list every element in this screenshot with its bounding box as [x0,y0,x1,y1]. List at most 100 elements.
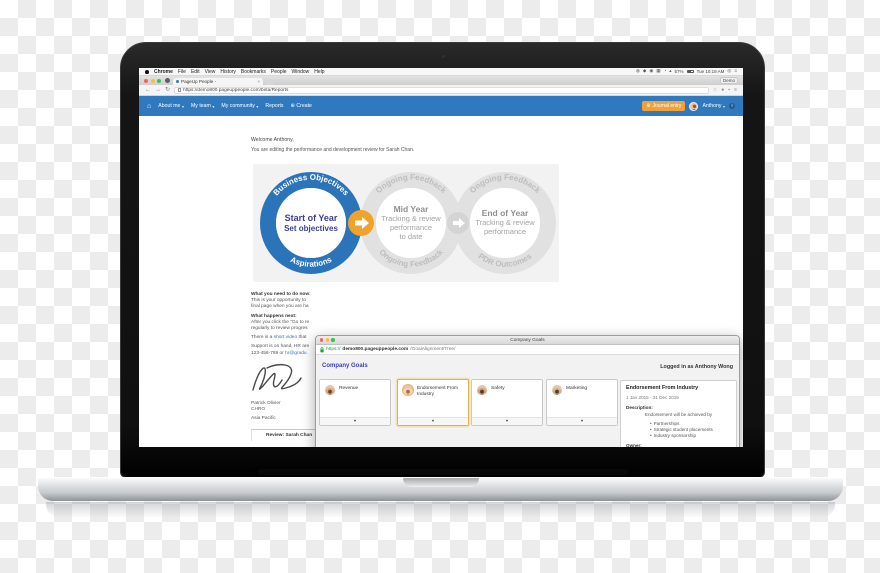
status-icon[interactable]: ◆ [642,68,647,74]
nav-create[interactable]: ⊕ Create [291,103,312,109]
extension-icon[interactable]: ▪ [728,86,731,93]
stage3-line2: performance [484,227,526,236]
popup-titlebar[interactable]: Company Goals [316,336,739,345]
goal-card-marketing[interactable]: Marketing ▼ [546,379,618,426]
paragraph-line: This is your opportunity to [251,298,306,304]
signer-region: Asia Pacific [251,416,276,422]
status-icon[interactable]: ◍ [635,68,640,74]
paragraph-line: final page when you are ha [251,304,309,310]
goal-expand-footer[interactable]: ▼ [398,417,468,425]
popup-zoom-button[interactable] [331,338,335,342]
spotlight-search-icon[interactable]: ◎ [727,68,732,74]
nav-my-community[interactable]: My community ▾ [221,103,258,109]
popup-close-button[interactable] [320,338,324,342]
address-bar[interactable]: https://demo800.pageuppeople.com/beta/Re… [174,86,709,94]
browser-menu-icon[interactable]: ≡ [734,86,737,93]
nav-about-me[interactable]: About me ▾ [158,103,184,109]
status-icon[interactable]: ◉ [649,68,654,74]
logged-in-as: Logged in as Anthony Wong [660,364,733,370]
goal-expand-footer[interactable]: ▼ [320,417,390,425]
review-page: Welcome Anthony, You are editing the per… [139,116,743,447]
forward-icon[interactable]: → [155,87,161,93]
journal-entry-button[interactable]: ⊕ Journal entry [642,101,686,111]
menu-item[interactable]: People [270,68,287,75]
laptop-lid-notch [402,478,479,487]
goal-card-revenue[interactable]: Revenue ▼ [319,379,391,426]
laptop-base [38,477,843,501]
what-now-heading: What you need to do now: [251,292,311,297]
wifi-icon[interactable]: ▴ [669,68,672,74]
browser-profile-icon[interactable] [165,78,170,83]
status-icon[interactable]: ▦ [656,68,661,74]
goal-card-endorsement[interactable]: Endorsement From Industry ▼ [397,379,469,426]
home-icon[interactable]: ⌂ [147,102,152,110]
laptop-reflection [46,502,835,518]
goal-expand-footer[interactable]: ▼ [472,417,542,425]
extension-icon[interactable]: ● [721,86,725,93]
minimize-window-button[interactable] [150,78,155,83]
url-text: https://demo800.pageuppeople.com/beta/Re… [183,87,289,93]
notification-center-icon[interactable]: ≡ [734,68,737,74]
short-video-link[interactable]: short video [273,335,298,341]
bookmark-star-icon[interactable]: ☆ [712,86,718,93]
macos-menubar: Chrome File Edit View History Bookmarks … [139,68,743,76]
menu-item[interactable]: Help [314,68,325,75]
goal-label: Safety [491,386,505,391]
signer-title: CHRO [251,407,266,413]
chevron-down-icon: ▾ [256,103,259,109]
signer-name: Patrick Olivier [251,401,281,407]
goal-card-safety[interactable]: Safety ▼ [471,379,543,426]
nav-reports[interactable]: Reports [265,103,283,109]
apple-icon[interactable] [145,69,149,74]
goal-detail-panel: Endorsement From Industry 1 Jan 2015 - 3… [620,380,737,447]
popup-url-path: /GoalAlignment/Tree/ [410,347,456,352]
popup-minimize-button[interactable] [325,338,329,342]
goal-label: Endorsement From Industry [417,386,459,397]
nav-label: Create [296,103,312,109]
back-icon[interactable]: ← [145,87,151,93]
battery-icon [686,69,694,74]
help-icon[interactable]: ? [729,103,735,109]
menu-item[interactable]: Window [291,68,310,75]
zoom-window-button[interactable] [157,78,161,83]
journal-icon: ⊕ [646,103,651,109]
menu-item[interactable]: Bookmarks [240,68,266,75]
popup-address-bar[interactable]: https://demo800.pageuppeople.com/GoalAli… [316,345,739,355]
new-tab-button[interactable] [265,79,273,85]
menu-item[interactable]: File [177,68,186,75]
chevron-down-icon: ▾ [212,103,215,109]
user-avatar[interactable] [689,101,699,111]
menu-item[interactable]: Edit [190,68,200,75]
reload-icon[interactable]: ↻ [165,87,171,93]
menu-item[interactable]: History [220,68,236,75]
hr-email-link[interactable]: hr@gradu [285,350,307,356]
stage2-title: Mid Year [394,204,429,214]
goal-expand-footer[interactable]: ▼ [547,417,617,425]
close-window-button[interactable] [144,78,148,83]
video-line-post: that [297,335,307,341]
menu-item[interactable]: View [204,68,216,75]
popup-body: Company Goals Logged in as Anthony Wong … [316,355,739,447]
goal-label: Revenue [339,386,359,391]
status-icon[interactable]: ◔ [663,68,667,74]
paragraph-line: There is a short video that [251,335,347,341]
svg-text:Aspirations: Aspirations [289,255,334,269]
laptop-hinge [257,469,628,475]
tab-favicon-icon [176,80,179,83]
caret-down-icon: ▼ [505,419,509,423]
menubar-clock[interactable]: Tue 10:19 AM [696,69,725,74]
menu-item-app[interactable]: Chrome [154,68,173,75]
user-menu[interactable]: Anthony ▾ [702,103,725,109]
goal-owner-avatar [403,385,413,395]
caret-down-icon: ▼ [580,419,584,423]
caret-down-icon: ▼ [431,419,435,423]
tab-close-icon[interactable]: × [257,79,260,84]
app-navbar: ⌂ About me ▾ My team ▾ My community ▾ Re… [139,96,743,116]
browser-tab[interactable]: PageUp People - × [173,78,263,85]
create-icon: ⊕ [290,103,295,109]
paragraph-line: Support is on hand, HR are [251,344,310,350]
instructions-column: What you need to do now: This is your op… [251,292,369,441]
goal-owner-avatar [325,385,335,395]
nav-my-team[interactable]: My team ▾ [191,103,214,109]
